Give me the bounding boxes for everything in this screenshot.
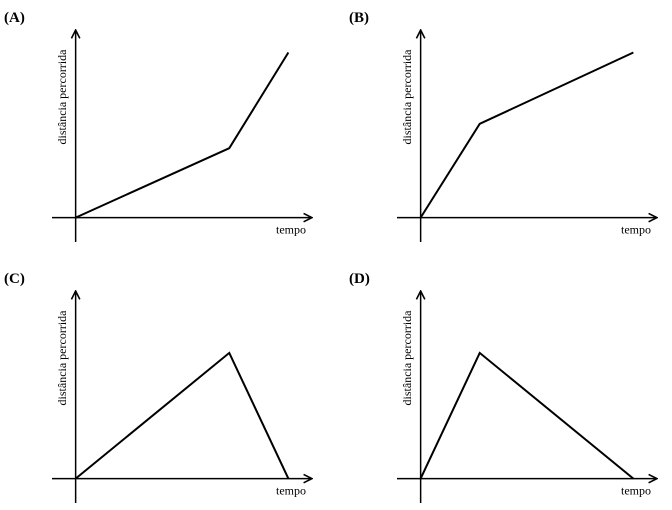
x-axis-label: tempo — [276, 484, 306, 498]
data-line — [419, 351, 634, 480]
panel: (C) distância percorrida tempo — [4, 271, 312, 503]
data-line — [419, 51, 634, 219]
panel: (B) distância percorrida tempo — [349, 10, 657, 242]
x-axis-label: tempo — [621, 223, 651, 237]
y-axis-label: distância percorrida — [400, 49, 414, 145]
panel-label: (A) — [4, 10, 25, 26]
x-axis-label: tempo — [276, 223, 306, 237]
y-axis-label: distância percorrida — [400, 310, 414, 406]
panel: (D) distância percorrida tempo — [349, 271, 657, 503]
panel-label: (D) — [349, 271, 370, 287]
panel-label: (C) — [4, 271, 25, 287]
data-line — [75, 351, 290, 480]
y-axis-label: distância percorrida — [55, 49, 69, 145]
y-axis-label: distância percorrida — [55, 310, 69, 406]
panel-label: (B) — [349, 10, 369, 26]
x-axis-label: tempo — [621, 484, 651, 498]
panel: (A) distância percorrida tempo — [4, 10, 312, 242]
data-line — [75, 51, 290, 219]
